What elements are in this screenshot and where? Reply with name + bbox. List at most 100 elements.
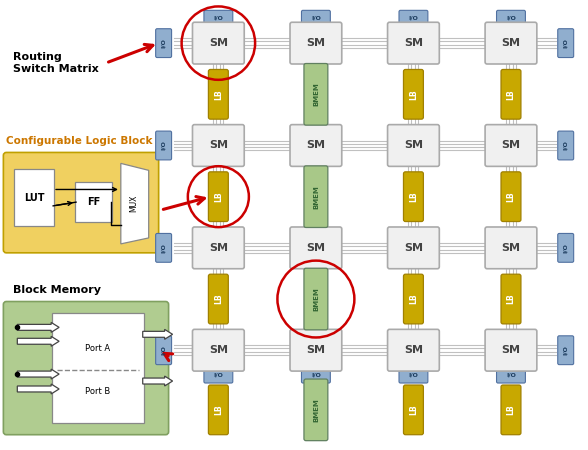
FancyBboxPatch shape <box>403 172 423 221</box>
FancyBboxPatch shape <box>208 385 228 435</box>
Text: BMEM: BMEM <box>313 82 319 106</box>
Text: LB: LB <box>409 294 418 304</box>
FancyBboxPatch shape <box>302 10 330 26</box>
FancyBboxPatch shape <box>290 22 342 64</box>
FancyBboxPatch shape <box>485 227 537 269</box>
Text: SM: SM <box>306 140 325 150</box>
Text: SM: SM <box>502 38 520 48</box>
Text: LB: LB <box>214 405 223 415</box>
FancyBboxPatch shape <box>485 125 537 166</box>
FancyBboxPatch shape <box>4 302 169 435</box>
FancyBboxPatch shape <box>387 227 439 269</box>
Text: SM: SM <box>209 140 228 150</box>
FancyBboxPatch shape <box>501 69 521 119</box>
FancyBboxPatch shape <box>290 329 342 371</box>
FancyBboxPatch shape <box>403 274 423 324</box>
Text: I/O: I/O <box>506 373 516 378</box>
Text: LB: LB <box>214 191 223 202</box>
FancyBboxPatch shape <box>192 227 244 269</box>
Text: BMEM: BMEM <box>313 398 319 422</box>
Text: I/O: I/O <box>161 243 166 253</box>
Text: I/O: I/O <box>161 38 166 48</box>
FancyBboxPatch shape <box>14 169 54 226</box>
Text: I/O: I/O <box>563 140 568 150</box>
Text: Block Memory: Block Memory <box>14 284 101 295</box>
Text: LB: LB <box>409 89 418 99</box>
Text: SM: SM <box>502 243 520 253</box>
Text: SM: SM <box>404 243 423 253</box>
FancyBboxPatch shape <box>156 29 172 58</box>
Text: SM: SM <box>306 345 325 355</box>
Text: Configurable Logic Block: Configurable Logic Block <box>6 135 153 145</box>
FancyBboxPatch shape <box>501 274 521 324</box>
Text: Port B: Port B <box>85 387 111 396</box>
FancyBboxPatch shape <box>52 314 143 423</box>
FancyArrow shape <box>17 369 59 379</box>
FancyBboxPatch shape <box>192 22 244 64</box>
Text: I/O: I/O <box>311 16 321 21</box>
Text: I/O: I/O <box>506 16 516 21</box>
Text: Routing
Switch Matrix: Routing Switch Matrix <box>14 52 99 74</box>
FancyBboxPatch shape <box>501 172 521 221</box>
Text: I/O: I/O <box>409 373 419 378</box>
FancyBboxPatch shape <box>192 125 244 166</box>
Text: LB: LB <box>214 294 223 304</box>
FancyBboxPatch shape <box>387 125 439 166</box>
FancyBboxPatch shape <box>501 385 521 435</box>
Text: LB: LB <box>409 405 418 415</box>
FancyBboxPatch shape <box>290 227 342 269</box>
FancyBboxPatch shape <box>4 153 159 253</box>
FancyBboxPatch shape <box>156 234 172 262</box>
Text: LB: LB <box>506 89 516 99</box>
FancyBboxPatch shape <box>496 367 526 383</box>
Text: LB: LB <box>506 191 516 202</box>
Text: I/O: I/O <box>161 345 166 355</box>
Text: MUX: MUX <box>129 194 138 212</box>
FancyBboxPatch shape <box>304 63 328 125</box>
FancyBboxPatch shape <box>399 367 428 383</box>
FancyBboxPatch shape <box>304 268 328 330</box>
Text: SM: SM <box>502 140 520 150</box>
Text: SM: SM <box>209 345 228 355</box>
Text: I/O: I/O <box>563 345 568 355</box>
Text: I/O: I/O <box>161 140 166 150</box>
FancyBboxPatch shape <box>208 274 228 324</box>
FancyBboxPatch shape <box>558 131 574 160</box>
Text: SM: SM <box>306 243 325 253</box>
FancyArrow shape <box>17 336 59 346</box>
Text: I/O: I/O <box>213 373 223 378</box>
FancyBboxPatch shape <box>208 172 228 221</box>
FancyBboxPatch shape <box>558 234 574 262</box>
FancyBboxPatch shape <box>75 182 112 222</box>
FancyArrow shape <box>143 329 172 339</box>
FancyBboxPatch shape <box>304 166 328 228</box>
FancyArrow shape <box>143 376 172 386</box>
Text: SM: SM <box>404 38 423 48</box>
Text: I/O: I/O <box>409 16 419 21</box>
FancyArrow shape <box>17 322 59 333</box>
FancyBboxPatch shape <box>304 379 328 441</box>
FancyBboxPatch shape <box>156 131 172 160</box>
FancyBboxPatch shape <box>192 329 244 371</box>
Polygon shape <box>121 163 149 244</box>
FancyBboxPatch shape <box>403 69 423 119</box>
FancyBboxPatch shape <box>558 29 574 58</box>
Text: FF: FF <box>87 197 100 207</box>
Text: SM: SM <box>502 345 520 355</box>
Text: LUT: LUT <box>24 193 45 202</box>
Text: I/O: I/O <box>311 373 321 378</box>
Text: SM: SM <box>306 38 325 48</box>
FancyBboxPatch shape <box>485 329 537 371</box>
Text: LB: LB <box>506 405 516 415</box>
Text: I/O: I/O <box>563 38 568 48</box>
Text: BMEM: BMEM <box>313 287 319 311</box>
Text: SM: SM <box>209 38 228 48</box>
Text: LB: LB <box>409 191 418 202</box>
Text: I/O: I/O <box>213 16 223 21</box>
FancyBboxPatch shape <box>387 329 439 371</box>
FancyBboxPatch shape <box>208 69 228 119</box>
Text: SM: SM <box>404 345 423 355</box>
Text: LB: LB <box>506 294 516 304</box>
FancyBboxPatch shape <box>204 367 233 383</box>
FancyBboxPatch shape <box>485 22 537 64</box>
